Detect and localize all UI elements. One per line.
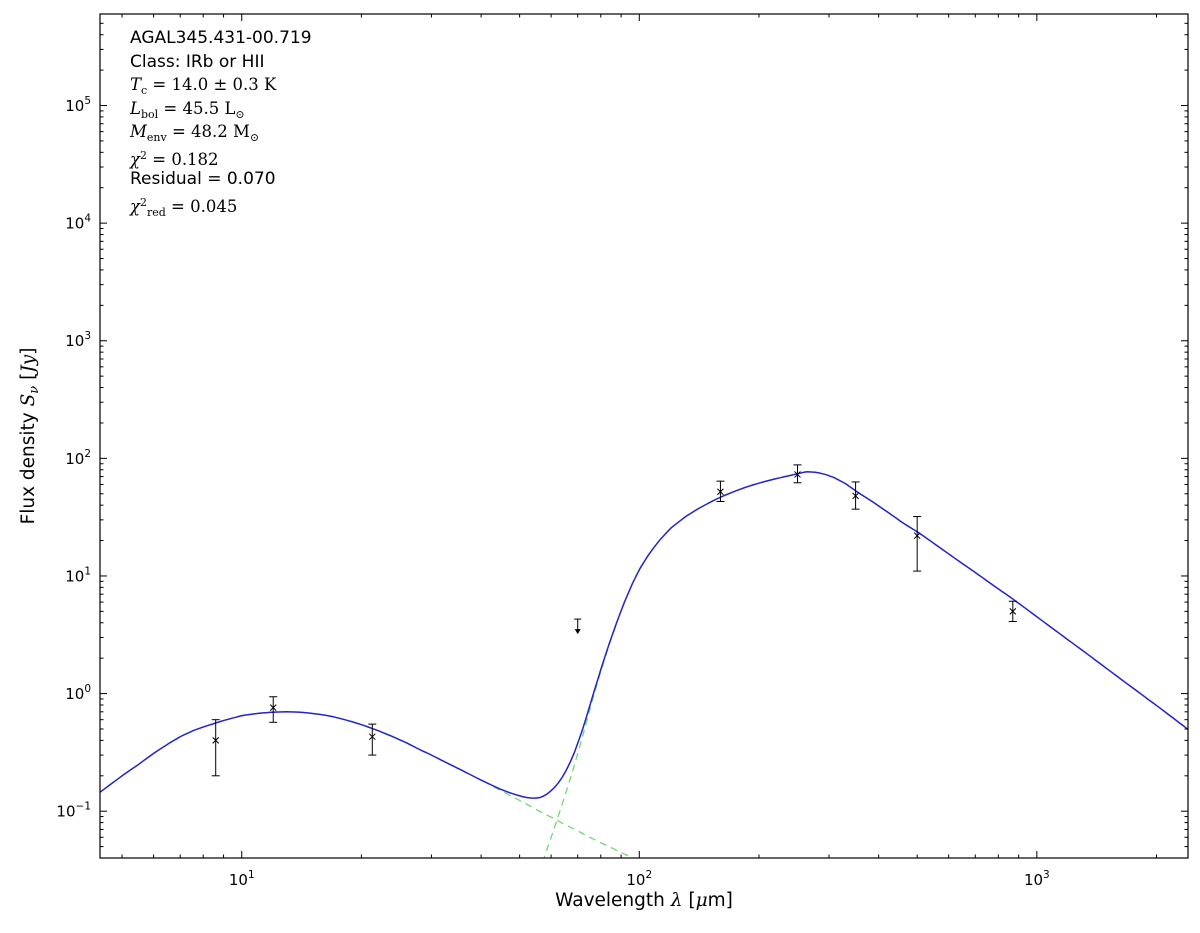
- model-curve: [100, 471, 1188, 799]
- annotation-text: bol: [140, 107, 159, 121]
- data-point: [269, 696, 278, 723]
- data-point: [793, 464, 802, 484]
- annotation-text: env: [146, 131, 167, 144]
- x-axis-label: Wavelength λ [μm]: [555, 890, 733, 911]
- x-tick-label: 102: [626, 869, 652, 889]
- x-tick-label: 101: [229, 869, 255, 889]
- data-point: [851, 481, 860, 510]
- annotation-text: red: [147, 205, 166, 219]
- annotation-line: AGAL345.431-00.719: [130, 26, 312, 50]
- annotation-line: χ2 = 0.182: [130, 144, 312, 169]
- annotation-line: Lbol = 45.5 L⊙: [130, 97, 312, 121]
- data-point: [913, 516, 922, 572]
- annotation-text: = 45.5 L: [158, 98, 236, 118]
- annotation-text: = 0.182: [147, 149, 219, 169]
- annotation-text: Class: IRb or HII: [130, 51, 265, 72]
- warm-component-curve: [493, 786, 635, 858]
- annotation-text: χ: [130, 196, 140, 216]
- annotation-text: T: [130, 75, 142, 94]
- data-point: [211, 719, 220, 777]
- annotation-line: Menv = 48.2 M⊙: [130, 120, 312, 144]
- annotation-text: 2: [140, 148, 147, 162]
- annotation-text: Residual = 0.070: [130, 169, 276, 189]
- annotation-text: = 48.2 M: [166, 122, 250, 141]
- curves-layer: [100, 471, 1188, 858]
- data-point: [716, 480, 725, 502]
- data-point: [368, 723, 377, 756]
- y-tick-label: 103: [65, 330, 91, 350]
- annotation-text: AGAL345.431-00.719: [130, 28, 312, 48]
- plot-frame: [99, 13, 1189, 859]
- y-tick-label: 10−1: [56, 801, 91, 821]
- annotation-line: Residual = 0.070: [130, 167, 312, 191]
- y-tick-label: 102: [65, 448, 91, 468]
- data-point: [1008, 600, 1017, 623]
- annotation-text: χ: [130, 149, 140, 169]
- y-tick-label: 100: [65, 683, 91, 703]
- x-tick-label: 103: [1024, 869, 1050, 889]
- annotation-line: χ2red = 0.045: [130, 191, 312, 219]
- y-axis-label: Flux density Sν [Jy]: [18, 348, 42, 525]
- annotation-block: AGAL345.431-00.719 Class: IRb or HII Tc = …: [130, 26, 312, 219]
- annotation-text: L: [130, 98, 141, 118]
- annotation-text: = 0.045: [165, 196, 238, 216]
- annotation-line: Class: IRb or HII: [130, 50, 312, 74]
- annotation-text: 2: [140, 195, 147, 209]
- y-tick-label: 101: [65, 565, 91, 585]
- annotation-line: Tc = 14.0 ± 0.3 K: [130, 73, 312, 97]
- upper-limit-arrow: [574, 618, 582, 635]
- annotation-text: = 14.0 ± 0.3 K: [147, 75, 277, 94]
- y-tick-label: 105: [65, 95, 91, 115]
- annotation-text: ⊙: [249, 131, 260, 144]
- annotation-text: c: [141, 84, 148, 97]
- annotation-text: ⊙: [235, 107, 245, 121]
- annotation-text: M: [130, 122, 147, 141]
- y-tick-label: 104: [65, 213, 91, 233]
